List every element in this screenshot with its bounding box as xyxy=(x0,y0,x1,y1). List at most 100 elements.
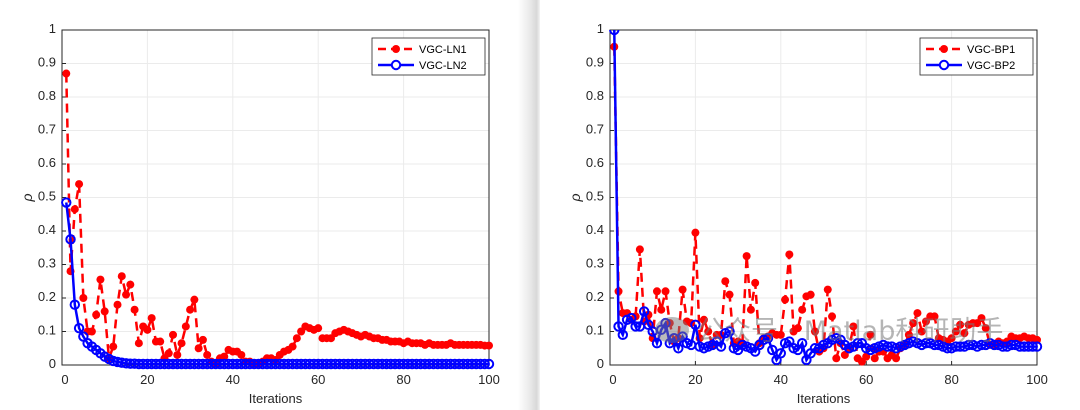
legend-marker xyxy=(390,59,402,71)
x-tick-label: 40 xyxy=(226,372,240,387)
wechat-icon xyxy=(655,317,689,343)
legend-label: VGC-LN1 xyxy=(419,44,467,56)
data-point xyxy=(917,327,926,336)
y-tick-label: 0.3 xyxy=(586,256,604,271)
data-point xyxy=(673,343,684,354)
legend-label: VGC-LN2 xyxy=(419,60,467,72)
data-point xyxy=(70,205,79,214)
panel-divider xyxy=(518,0,540,410)
data-point xyxy=(79,294,88,302)
y-tick-label: 0.9 xyxy=(38,55,56,70)
x-tick-label: 80 xyxy=(396,372,410,387)
data-point xyxy=(92,310,101,319)
data-point xyxy=(742,252,751,261)
data-point xyxy=(164,349,173,358)
y-tick-label: 0.2 xyxy=(38,289,56,304)
y-tick-label: 0.4 xyxy=(38,222,56,237)
y-tick-label: 0.6 xyxy=(38,155,56,170)
data-point xyxy=(630,321,641,332)
data-point xyxy=(776,330,785,339)
y-tick-label: 0.8 xyxy=(586,88,604,103)
axes-box xyxy=(609,29,1038,366)
x-tick-label: 40 xyxy=(774,372,788,387)
y-tick-label: 0.8 xyxy=(38,88,56,103)
data-point xyxy=(806,290,815,299)
data-point xyxy=(904,330,913,339)
x-axis-label: Iterations xyxy=(249,391,303,406)
y-tick-label: 0.9 xyxy=(586,55,604,70)
data-point xyxy=(751,278,760,287)
x-tick-label: 100 xyxy=(478,372,500,387)
x-tick-label: 100 xyxy=(1026,372,1048,387)
data-point xyxy=(177,339,186,348)
legend-label: VGC-BP2 xyxy=(967,60,1015,72)
y-tick-label: 0.7 xyxy=(38,122,56,137)
x-tick-label: 60 xyxy=(859,372,873,387)
data-point xyxy=(657,305,666,314)
y-tick-label: 0.5 xyxy=(38,189,56,204)
data-point xyxy=(75,180,84,189)
data-point xyxy=(237,350,246,359)
data-point xyxy=(169,330,178,339)
data-point xyxy=(862,352,871,361)
x-tick-label: 0 xyxy=(609,372,616,387)
data-point xyxy=(810,327,819,336)
y-tick-label: 1 xyxy=(597,21,604,36)
data-point xyxy=(181,322,190,331)
data-point xyxy=(194,344,203,353)
x-axis-label: Iterations xyxy=(797,391,851,406)
data-point xyxy=(109,342,118,351)
data-point xyxy=(65,234,76,245)
series-line-0 xyxy=(65,73,489,365)
data-point xyxy=(96,275,105,284)
series-line-1 xyxy=(65,202,489,366)
data-point xyxy=(134,339,143,348)
data-point xyxy=(198,335,207,344)
chart-right: 0 20 40 60 80 100 0 0.1 0.2 0.3 0.4 0.5 0.6 0.7 0.8 0.9… xyxy=(567,21,1048,406)
data-point xyxy=(122,290,131,299)
data-point xyxy=(762,333,774,344)
data-point xyxy=(617,329,629,341)
data-point xyxy=(143,325,152,334)
data-point xyxy=(288,342,297,351)
series-group xyxy=(609,30,1043,366)
data-point xyxy=(73,322,85,334)
legend-label: VGC-BP1 xyxy=(967,44,1015,56)
data-point xyxy=(981,324,990,333)
data-point xyxy=(930,312,939,321)
chart-left: 0 20 40 60 80 100 0 0.1 0.2 0.3 0.4 0.5 0.6 0.7 0.8 0.9… xyxy=(19,21,500,406)
y-tick-label: 0.2 xyxy=(586,289,604,304)
watermark: 公众号 · Matlab科研助手 xyxy=(655,316,1003,348)
y-tick-label: 0.6 xyxy=(586,155,604,170)
data-point xyxy=(652,287,661,296)
y-tick-label: 0.1 xyxy=(38,323,56,338)
data-point xyxy=(87,327,96,336)
data-point xyxy=(173,350,182,359)
x-tick-label: 0 xyxy=(61,372,68,387)
legend-box xyxy=(371,37,486,76)
data-point xyxy=(840,350,849,359)
data-point xyxy=(866,330,875,339)
data-point xyxy=(960,329,969,338)
data-point xyxy=(117,272,126,281)
data-point xyxy=(721,277,730,286)
x-tick-label: 20 xyxy=(688,372,702,387)
data-point xyxy=(147,314,156,323)
data-point xyxy=(638,306,650,317)
data-point xyxy=(690,319,701,330)
legend-marker xyxy=(940,45,948,53)
data-point xyxy=(1031,341,1043,352)
data-point xyxy=(626,312,637,324)
data-point xyxy=(725,290,734,299)
data-point xyxy=(775,348,787,359)
data-point xyxy=(870,354,879,363)
data-point xyxy=(767,344,778,356)
data-point xyxy=(609,30,620,36)
data-point xyxy=(613,321,624,332)
data-point xyxy=(913,309,922,318)
y-tick-label: 0 xyxy=(597,356,604,371)
legend-box xyxy=(919,37,1034,76)
data-point xyxy=(635,245,644,254)
data-point xyxy=(661,287,670,296)
data-point xyxy=(479,358,490,370)
